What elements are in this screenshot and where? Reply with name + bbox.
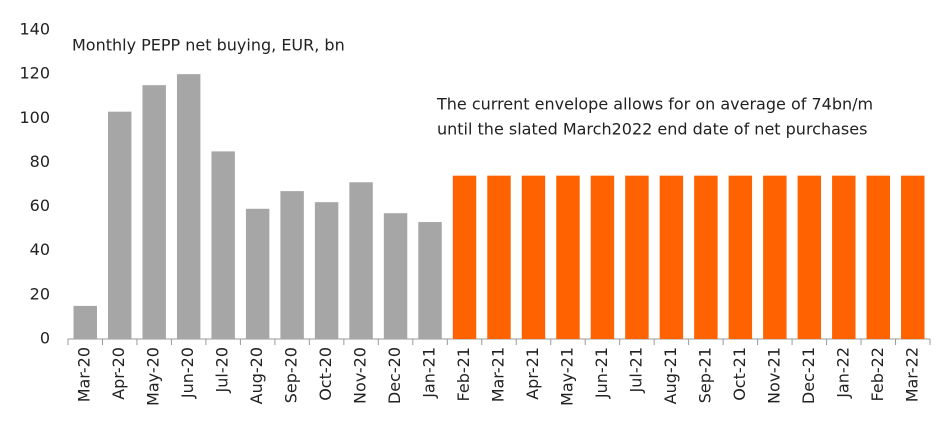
x-tick-label: Jan-21 xyxy=(420,347,439,399)
x-tick-label: Nov-20 xyxy=(351,347,370,404)
y-tick-label: 140 xyxy=(19,20,50,39)
x-tick-label: Oct-20 xyxy=(316,347,335,401)
bar xyxy=(556,175,580,339)
x-tick-label: Feb-21 xyxy=(454,347,473,401)
bar xyxy=(625,175,649,339)
x-tick-label: Mar-22 xyxy=(902,347,921,402)
y-tick-label: 80 xyxy=(30,152,50,171)
annotation: until the slated March2022 end date of n… xyxy=(437,120,867,139)
x-tick-label: Apr-21 xyxy=(523,347,542,400)
x-tick-label: Oct-21 xyxy=(730,347,749,401)
annotation: The current envelope allows for on avera… xyxy=(436,95,873,114)
y-tick-label: 20 xyxy=(30,284,50,303)
x-tick-label: Mar-21 xyxy=(489,347,508,402)
y-tick-label: 60 xyxy=(30,196,50,215)
bar xyxy=(452,175,477,339)
bar xyxy=(728,175,753,339)
x-tick-label: Jun-20 xyxy=(178,347,197,399)
bar xyxy=(521,175,546,339)
bar xyxy=(832,175,856,339)
bar xyxy=(763,175,787,339)
x-tick-label: Jun-21 xyxy=(592,347,611,399)
x-tick-label: Mar-20 xyxy=(75,347,94,402)
bar xyxy=(211,151,235,339)
bar xyxy=(487,175,511,339)
x-tick-label: Dec-21 xyxy=(799,347,818,404)
x-tick-label: Aug-20 xyxy=(247,347,266,404)
x-tick-label: Aug-21 xyxy=(661,347,680,404)
x-tick-label: Sep-21 xyxy=(695,347,714,403)
bar xyxy=(659,175,684,339)
bar xyxy=(866,175,891,339)
bar xyxy=(418,222,442,339)
x-tick-label: May-20 xyxy=(144,347,163,406)
x-tick-label: Sep-20 xyxy=(282,347,301,403)
bar xyxy=(73,305,97,339)
x-tick-label: Feb-22 xyxy=(868,347,887,401)
y-tick-label: 40 xyxy=(30,240,50,259)
x-tick-label: Jan-22 xyxy=(833,347,852,399)
bar xyxy=(694,175,718,339)
x-tick-label: May-21 xyxy=(557,347,576,406)
bar xyxy=(280,191,304,339)
bar xyxy=(142,85,166,339)
x-tick-label: Jul-21 xyxy=(626,347,645,393)
bar xyxy=(590,175,615,339)
y-tick-label: 120 xyxy=(19,64,50,83)
bar xyxy=(176,74,201,340)
x-tick-label: Apr-20 xyxy=(109,347,128,400)
x-tick-label: Nov-21 xyxy=(764,347,783,404)
bar xyxy=(245,208,270,339)
bar xyxy=(797,175,822,339)
bar xyxy=(107,111,132,340)
bar xyxy=(383,213,408,339)
bar xyxy=(901,175,925,339)
y-tick-label: 100 xyxy=(19,108,50,127)
bar xyxy=(349,182,373,339)
x-tick-label: Dec-20 xyxy=(385,347,404,404)
chart-title: Monthly PEPP net buying, EUR, bn xyxy=(72,36,345,55)
bar xyxy=(314,202,339,339)
x-tick-label: Jul-20 xyxy=(213,347,232,393)
y-tick-label: 0 xyxy=(40,329,50,348)
